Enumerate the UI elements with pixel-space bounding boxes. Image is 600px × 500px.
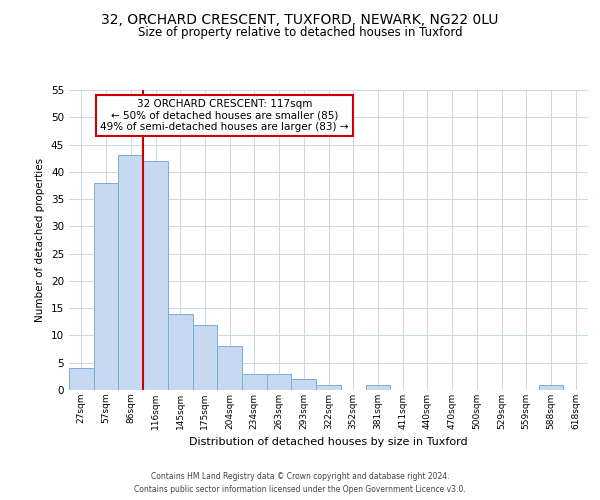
Bar (316, 384, 341, 390)
Bar (217, 346, 242, 390)
Text: 32, ORCHARD CRESCENT, TUXFORD, NEWARK, NG22 0LU: 32, ORCHARD CRESCENT, TUXFORD, NEWARK, N… (101, 12, 499, 26)
Bar (69, 368, 94, 390)
Bar (118, 156, 143, 390)
Bar (242, 374, 267, 390)
Bar (193, 324, 217, 390)
Bar (267, 374, 292, 390)
Bar (539, 384, 563, 390)
Bar (143, 161, 168, 390)
Text: Contains HM Land Registry data © Crown copyright and database right 2024.
Contai: Contains HM Land Registry data © Crown c… (134, 472, 466, 494)
Bar (94, 182, 118, 390)
Bar (168, 314, 193, 390)
Text: Size of property relative to detached houses in Tuxford: Size of property relative to detached ho… (137, 26, 463, 39)
X-axis label: Distribution of detached houses by size in Tuxford: Distribution of detached houses by size … (189, 438, 468, 448)
Y-axis label: Number of detached properties: Number of detached properties (35, 158, 46, 322)
Text: 32 ORCHARD CRESCENT: 117sqm
← 50% of detached houses are smaller (85)
49% of sem: 32 ORCHARD CRESCENT: 117sqm ← 50% of det… (100, 99, 349, 132)
Bar (365, 384, 390, 390)
Bar (292, 379, 316, 390)
